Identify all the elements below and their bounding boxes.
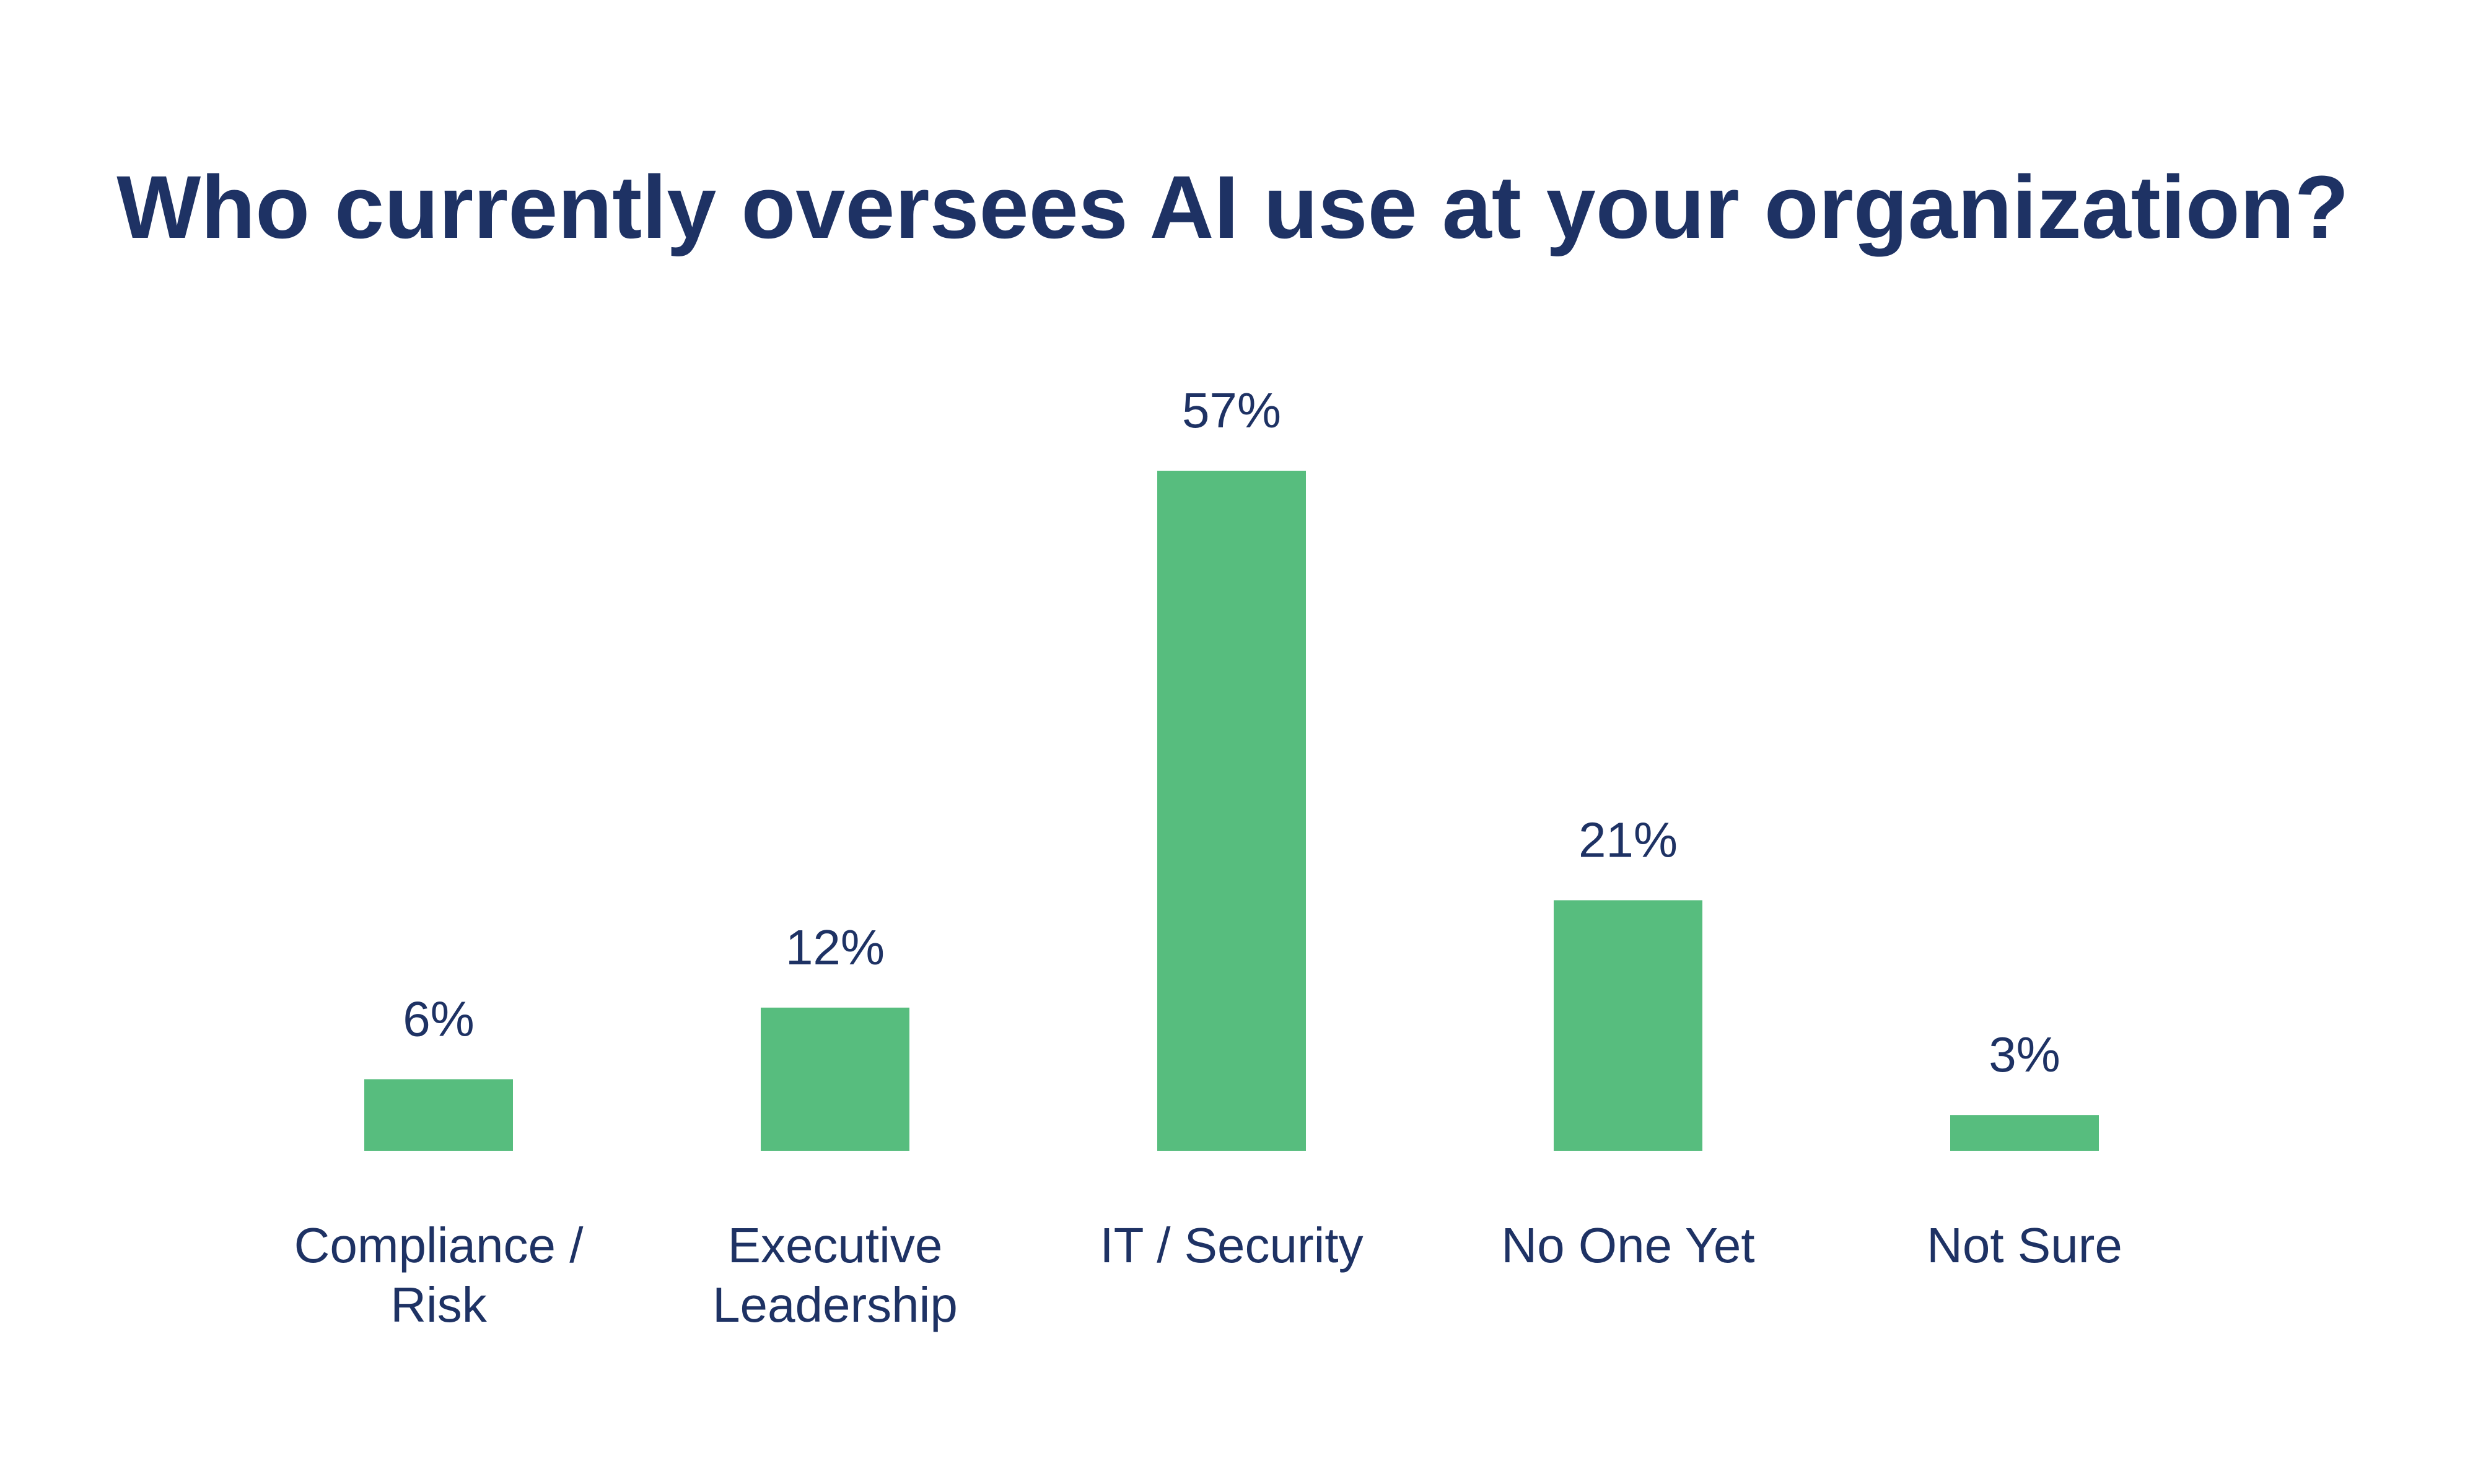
category-label-line: Not Sure [1927,1218,2122,1273]
category-labels-group: Compliance / Risk Executive Leadership IT / … [294,1218,2122,1332]
category-label-line: Leadership [712,1277,958,1332]
bar-it-security [1157,471,1306,1151]
bar-not-sure [1950,1115,2099,1151]
category-label-line: IT / Security [1100,1218,1363,1273]
category-label-line: Compliance / [294,1218,584,1273]
chart-title: Who currently oversees AI use at your or… [116,157,2349,257]
value-labels-group: 6% 12% 57% 21% 3% [403,383,2060,1082]
category-label-line: No One Yet [1501,1218,1754,1273]
category-label-line: Risk [390,1277,488,1332]
category-label-line: Executive [728,1218,943,1273]
category-label-no-one-yet: No One Yet [1501,1218,1754,1273]
value-label-executive-leadership: 12% [786,920,885,975]
bar-executive-leadership [761,1007,909,1151]
bars-group [364,471,2099,1151]
value-label-it-security: 57% [1182,383,1281,438]
value-label-compliance-risk: 6% [403,991,475,1046]
value-label-no-one-yet: 21% [1578,812,1678,867]
value-label-not-sure: 3% [1989,1027,2060,1082]
category-label-executive-leadership: Executive Leadership [712,1218,958,1332]
category-label-compliance-risk: Compliance / Risk [294,1218,584,1332]
category-label-not-sure: Not Sure [1927,1218,2122,1273]
bar-compliance-risk [364,1079,513,1151]
bar-no-one-yet [1554,900,1702,1151]
category-label-it-security: IT / Security [1100,1218,1363,1273]
